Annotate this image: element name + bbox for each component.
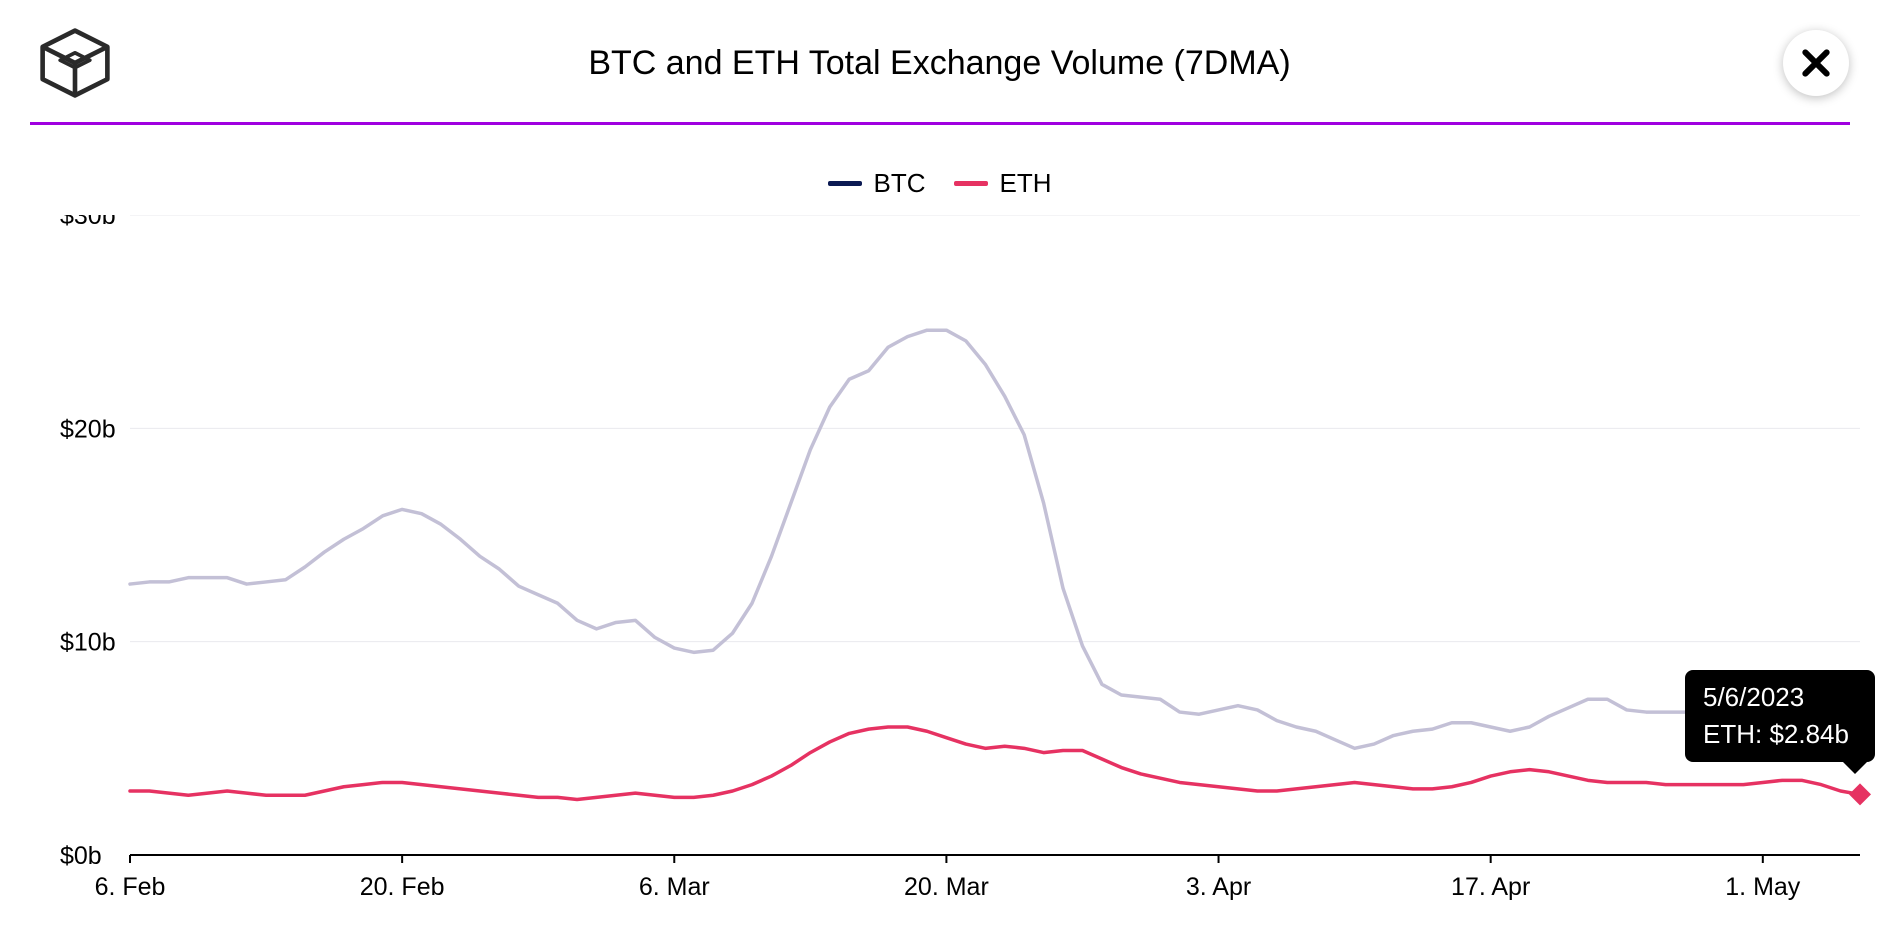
tooltip-date: 5/6/2023 [1703,682,1857,713]
svg-text:6. Mar: 6. Mar [639,873,710,901]
svg-text:3. Apr: 3. Apr [1186,873,1251,901]
svg-text:$20b: $20b [60,415,116,443]
legend-item-eth[interactable]: ETH [954,168,1052,199]
chart-title: BTC and ETH Total Exchange Volume (7DMA) [0,44,1879,83]
svg-text:$0b: $0b [60,842,102,870]
legend-swatch-eth [954,181,988,186]
chart-tooltip: 5/6/2023 ETH: $2.84b [1685,670,1875,762]
header-divider [30,122,1850,125]
chart-root: BTC and ETH Total Exchange Volume (7DMA)… [0,0,1879,937]
chart-legend: BTC ETH [0,168,1879,199]
tooltip-arrow-icon [1843,762,1867,774]
chart-header: BTC and ETH Total Exchange Volume (7DMA) [0,0,1879,120]
legend-item-btc[interactable]: BTC [828,168,926,199]
close-icon [1800,47,1832,79]
svg-text:1. May: 1. May [1725,873,1801,901]
chart-plot-area[interactable]: $0b $10b $20b $30b 6. Feb 20. Feb 6. Mar 20. Ma… [0,215,1879,937]
chart-svg: $0b $10b $20b $30b 6. Feb 20. Feb 6. Mar 20. Ma… [0,215,1879,937]
svg-text:20. Mar: 20. Mar [904,873,989,901]
legend-label: ETH [1000,168,1052,199]
svg-text:17. Apr: 17. Apr [1451,873,1530,901]
close-button[interactable] [1783,30,1849,96]
tooltip-value: ETH: $2.84b [1703,719,1857,750]
svg-text:$10b: $10b [60,629,116,657]
legend-swatch-btc [828,181,862,186]
svg-text:6. Feb: 6. Feb [95,873,166,901]
legend-label: BTC [874,168,926,199]
svg-text:20. Feb: 20. Feb [360,873,445,901]
svg-text:$30b: $30b [60,215,116,230]
